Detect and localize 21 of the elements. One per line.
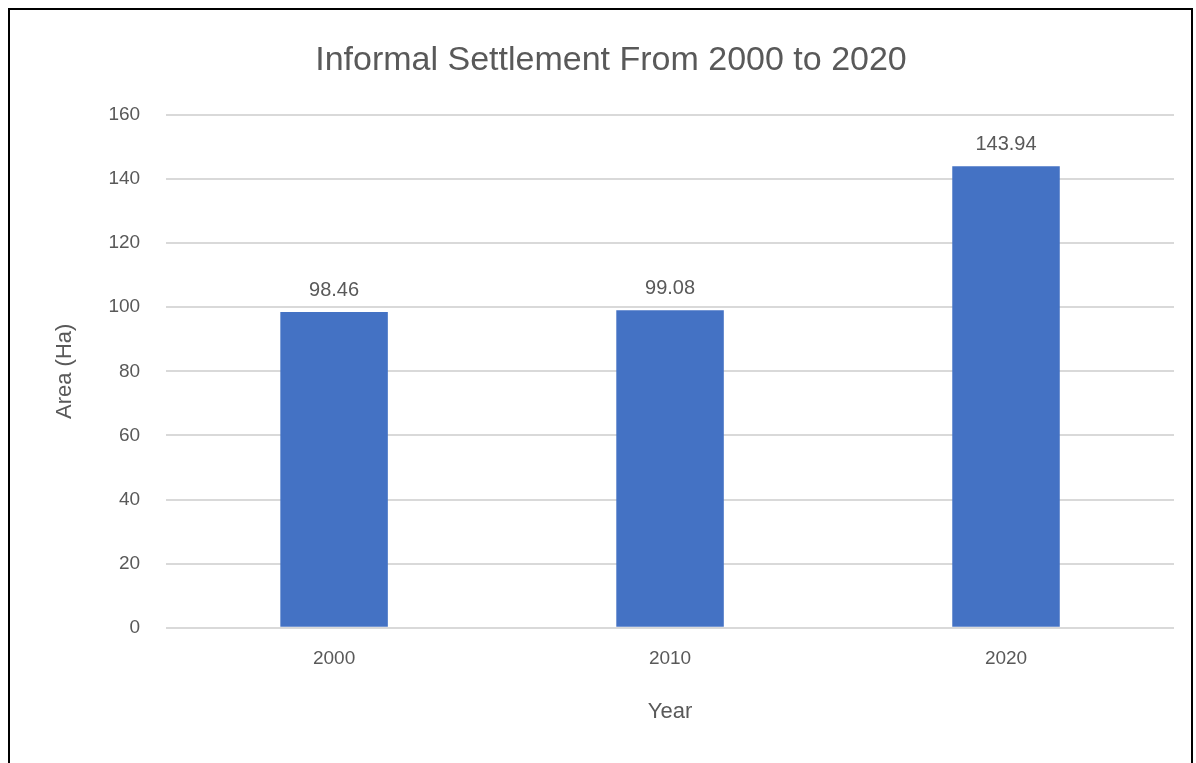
data-label: 143.94 — [975, 131, 1037, 154]
x-tick-label: 2010 — [648, 647, 692, 669]
data-label: 99.08 — [645, 275, 696, 298]
bar — [616, 310, 724, 627]
y-tick-label: 60 — [118, 423, 141, 445]
y-tick-label: 20 — [118, 551, 141, 573]
data-label: 98.46 — [309, 277, 360, 300]
chart-title: Informal Settlement From 2000 to 2020 — [315, 38, 907, 77]
x-tick-label: 2020 — [984, 647, 1028, 669]
y-tick-label: 160 — [108, 103, 141, 125]
y-axis-title: Area (Ha) — [51, 323, 77, 419]
y-tick-label: 120 — [108, 231, 141, 253]
y-tick-label: 100 — [108, 295, 141, 317]
x-tick-label: 2000 — [312, 647, 356, 669]
y-tick-label: 40 — [118, 487, 141, 509]
y-tick-label: 0 — [129, 616, 141, 638]
x-axis-title: Year — [647, 697, 693, 723]
y-tick-label: 140 — [108, 167, 141, 189]
bar — [952, 166, 1060, 627]
bar — [280, 312, 388, 627]
y-tick-label: 80 — [118, 359, 141, 381]
